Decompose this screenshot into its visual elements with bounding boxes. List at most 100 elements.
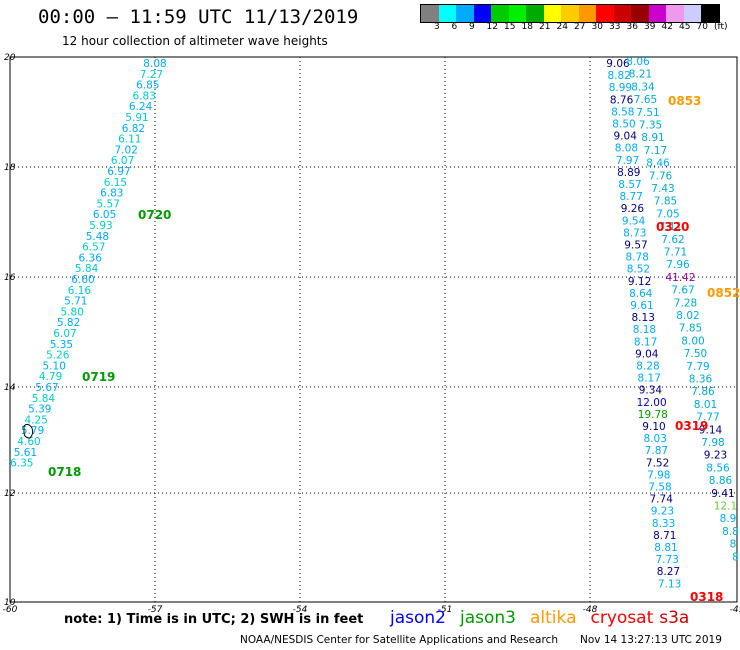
legend-swatch <box>613 5 631 22</box>
wave-value: 5.84 <box>32 393 56 405</box>
legend-tick-label: 27 <box>574 22 586 32</box>
wave-value: 8.76 <box>610 94 634 106</box>
color-scale-bar <box>420 4 720 23</box>
wave-value: 19.78 <box>638 409 668 421</box>
page-subtitle: 12 hour collection of altimeter wave hei… <box>62 34 328 48</box>
y-tick-label: 20 <box>4 53 16 63</box>
wave-value: 6.83 <box>133 90 156 102</box>
legend-tick-label: 24 <box>556 22 568 32</box>
legend-tick-label: 70 <box>696 22 708 32</box>
wave-value: 5.80 <box>61 306 84 318</box>
wave-value: 8.18 <box>633 324 656 336</box>
wave-value: 9.54 <box>622 215 646 227</box>
wave-value: 8.99 <box>609 82 632 94</box>
wave-value: 8.06 <box>626 56 650 68</box>
wave-value: 5.84 <box>75 263 99 275</box>
wave-value: 7.13 <box>658 578 681 590</box>
wave-value: 8.03 <box>644 433 667 445</box>
time-label: 0718 <box>48 465 81 479</box>
wave-value: 7.05 <box>656 208 679 220</box>
wave-value: 7.76 <box>649 170 673 182</box>
wave-value: 6.36 <box>79 252 103 264</box>
y-tick-label: 18 <box>4 163 16 173</box>
wave-value: 8.8 <box>722 526 739 538</box>
wave-value: 8.21 <box>629 69 652 81</box>
wave-value: 8.08 <box>143 58 166 70</box>
wave-value: 8.28 <box>636 361 659 373</box>
wave-value: 8.33 <box>652 518 675 530</box>
legend-swatch <box>631 5 649 22</box>
color-scale-labels: 3 6 9 12 15 18 21 24 27 30 33 36 39 42 45 70 (ft) <box>420 22 740 34</box>
legend-tick-label: 15 <box>504 22 516 32</box>
wave-value: 8.34 <box>631 81 655 93</box>
wave-value: 5.67 <box>35 382 58 394</box>
wave-value: 7.58 <box>648 482 671 494</box>
wave-value: 9.04 <box>614 131 638 143</box>
wave-value: 8.13 <box>632 312 655 324</box>
sat-s3a: s3a <box>659 608 690 628</box>
legend-swatch <box>648 5 666 22</box>
coastline-shape <box>23 423 34 439</box>
wave-value: 9.04 <box>635 348 659 360</box>
wave-value: 12.1 <box>714 501 737 513</box>
wave-value: 6.85 <box>136 80 159 92</box>
y-tick-label: 10 <box>4 598 16 608</box>
wave-value: 8.00 <box>681 335 704 347</box>
sat-cryosat: cryosat <box>590 608 654 628</box>
wave-value: 7.43 <box>651 183 674 195</box>
legend-tick-label: 30 <box>591 22 603 32</box>
wave-value: 8.81 <box>654 542 677 554</box>
wave-value: 9.06 <box>606 58 630 70</box>
wave-value: 8.91 <box>641 132 664 144</box>
wave-value: 8.57 <box>618 179 641 191</box>
x-tick-label: -54 <box>293 605 308 615</box>
legend-tick-label: 45 <box>679 22 691 32</box>
legend-tick-label: 3 <box>434 22 440 32</box>
wave-value: 8.50 <box>612 119 635 131</box>
wave-value: 6.24 <box>129 101 153 113</box>
wave-value: 7.98 <box>647 469 670 481</box>
time-label: 0320 <box>656 220 689 234</box>
footer-note: note: 1) Time is in UTC; 2) SWH is in fe… <box>64 612 364 627</box>
wave-value: 8.89 <box>617 167 640 179</box>
legend-swatch <box>578 5 596 22</box>
wave-value: 5.71 <box>64 296 87 308</box>
wave-value: 5.91 <box>125 112 148 124</box>
wave-value: 4.25 <box>25 414 48 426</box>
wave-value: 6.35 <box>10 458 33 470</box>
wave-value: 41.42 <box>665 272 695 284</box>
wave-value: 8.86 <box>709 475 733 487</box>
wave-value: 7.85 <box>654 196 677 208</box>
wave-value: 8.46 <box>646 158 670 170</box>
y-tick-label: 14 <box>4 383 16 393</box>
wave-value: 6.57 <box>82 242 105 254</box>
wave-value: 8.56 <box>706 462 730 474</box>
sat-jason2: jason2 <box>390 608 446 628</box>
wave-value: 7.73 <box>656 554 679 566</box>
legend-swatch <box>508 5 526 22</box>
legend-swatch <box>438 5 456 22</box>
legend-swatch <box>473 5 491 22</box>
wave-value: 5.39 <box>28 404 51 416</box>
legend-swatch <box>666 5 684 22</box>
x-tick-label: -57 <box>148 605 163 615</box>
legend-swatch <box>491 5 509 22</box>
wave-value: 12.00 <box>637 397 667 409</box>
wave-value: 8.17 <box>634 336 657 348</box>
wave-value: 7.27 <box>140 69 163 81</box>
wave-value: 9.57 <box>624 240 647 252</box>
wave-value: 7.98 <box>701 437 724 449</box>
wave-value: 9.10 <box>642 421 665 433</box>
legend-swatch <box>526 5 544 22</box>
wave-value: 6.97 <box>107 166 130 178</box>
wave-value: 7.71 <box>664 247 687 259</box>
wave-value: 9.23 <box>651 506 674 518</box>
sat-altika: altika <box>530 608 577 628</box>
wave-value: 9.34 <box>639 385 663 397</box>
legend-swatch <box>543 5 561 22</box>
wave-value: 8.08 <box>615 143 638 155</box>
wave-value: 7.97 <box>616 155 639 167</box>
wave-value: 8.01 <box>694 399 717 411</box>
legend-swatch <box>701 5 719 22</box>
legend-swatch <box>683 5 701 22</box>
